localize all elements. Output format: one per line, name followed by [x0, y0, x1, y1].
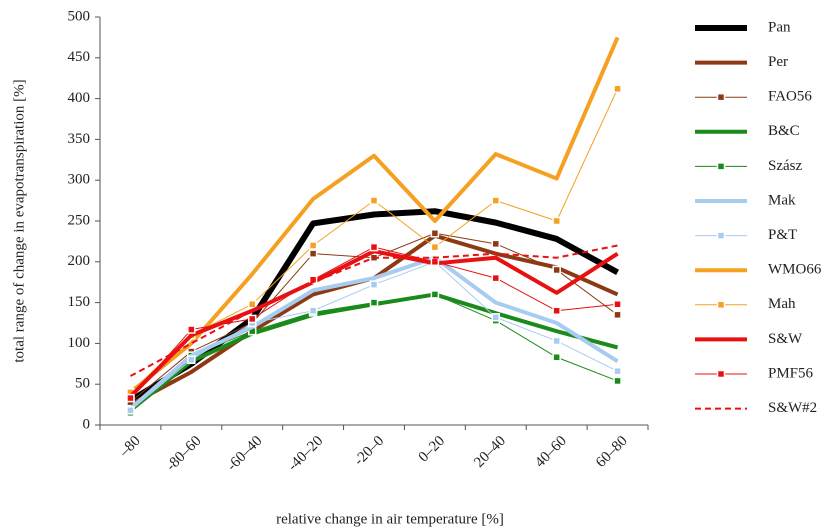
legend-label: P&T: [768, 227, 797, 243]
marker: [308, 306, 318, 316]
marker: [613, 310, 622, 320]
y-tick-label: 250: [68, 212, 91, 228]
legend-marker: [716, 231, 726, 240]
y-tick-label: 300: [68, 172, 91, 188]
marker: [613, 299, 622, 309]
marker: [430, 242, 440, 252]
legend-label: B&C: [768, 123, 800, 139]
marker: [613, 366, 622, 376]
legend-label: S&W#2: [768, 400, 817, 416]
legend-marker: [716, 92, 726, 102]
x-tick-label: -40–20: [285, 433, 326, 474]
marker: [369, 280, 379, 289]
series-line: [129, 249, 619, 398]
y-tick-label: 100: [68, 335, 91, 351]
marker: [247, 299, 257, 309]
legend-marker: [716, 369, 726, 379]
marker: [187, 325, 196, 334]
marker: [552, 336, 561, 346]
series-line: [130, 88, 619, 393]
legend-label: Mak: [768, 192, 796, 208]
marker: [369, 242, 379, 252]
x-tick-label: 60–80: [593, 433, 631, 471]
x-axis-label: relative change in air temperature [%]: [276, 511, 504, 527]
legend-label: FAO56: [768, 89, 812, 105]
legend-label: Per: [768, 54, 788, 70]
marker: [247, 314, 257, 324]
x-tick-label: 0–20: [416, 433, 449, 466]
x-tick-label: 40–60: [532, 433, 570, 471]
marker: [308, 249, 318, 258]
marker: [430, 290, 440, 299]
y-tick-label: 400: [68, 90, 91, 106]
y-tick-label: 150: [68, 294, 91, 310]
marker: [369, 298, 379, 307]
marker: [430, 257, 440, 267]
x-tick-label: -60–40: [224, 433, 265, 474]
series-line: [129, 244, 618, 377]
y-tick-label: 200: [68, 253, 91, 269]
series-line: [130, 246, 618, 399]
marker: [613, 376, 622, 386]
series-line: [128, 208, 620, 404]
y-tick-label: 50: [75, 376, 90, 392]
y-tick-label: 350: [68, 131, 91, 147]
legend-label: Mah: [768, 296, 796, 312]
legend-marker: [716, 300, 726, 310]
legend-marker: [716, 162, 726, 171]
marker: [491, 239, 501, 249]
y-tick-label: 0: [83, 416, 91, 432]
y-tick-label: 450: [68, 49, 91, 65]
marker: [613, 84, 622, 94]
y-tick-label: 500: [68, 8, 91, 24]
marker: [430, 228, 440, 238]
y-axis-label: total range of change in evapotranspirat…: [11, 79, 27, 362]
legend-label: Szász: [768, 158, 802, 174]
marker: [552, 265, 561, 275]
x-tick-label: -80–60: [163, 433, 204, 474]
marker: [308, 241, 318, 250]
marker: [491, 273, 501, 283]
marker: [491, 196, 501, 205]
legend-label: S&W: [768, 331, 803, 347]
marker: [552, 216, 561, 226]
legend-label: Pan: [768, 19, 791, 35]
series-line: [129, 255, 619, 411]
marker: [126, 393, 135, 403]
x-tick-label: 20–40: [471, 433, 509, 471]
marker: [187, 355, 196, 364]
marker: [491, 313, 501, 322]
legend-label: WMO66: [768, 262, 822, 278]
marker: [369, 196, 379, 205]
marker: [552, 353, 561, 362]
marker: [126, 406, 135, 415]
legend-label: PMF56: [768, 365, 814, 381]
marker: [552, 306, 561, 316]
x-tick-label: –80: [116, 433, 144, 461]
series-line: [129, 36, 620, 394]
x-tick-label: -20–0: [351, 433, 387, 469]
